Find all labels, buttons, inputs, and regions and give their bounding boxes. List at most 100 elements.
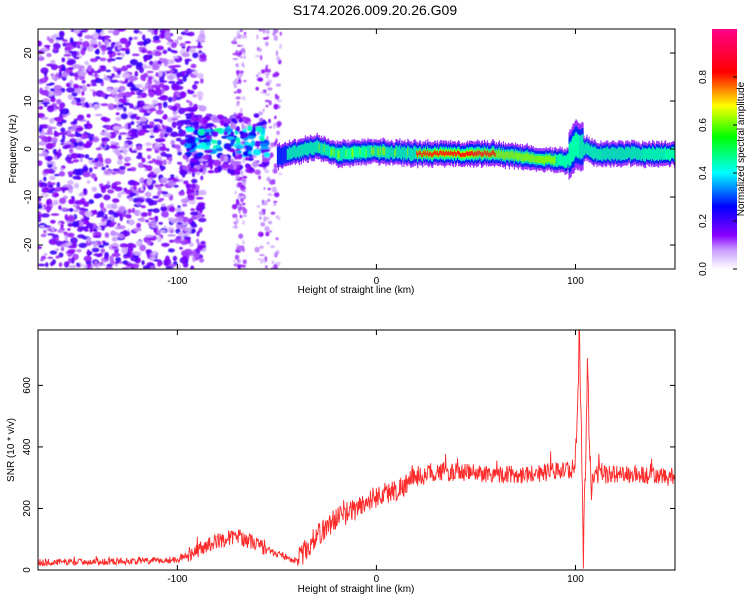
spectrogram-blob [104,158,112,165]
spectrogram-blob [61,57,66,63]
spectrogram-blob [70,257,75,264]
spectrogram-blob [161,116,168,120]
spectrogram-cell [665,146,667,160]
spectrogram-blob [38,153,47,157]
spectrogram-cell [451,151,453,156]
spectrogram-blob [98,42,102,48]
spectrogram-blob [38,126,43,133]
spectrogram-blob [274,71,279,78]
spectrogram-blob [269,179,275,185]
spectrogram-blob [253,113,260,118]
spectrogram-cell [497,150,499,158]
spectrogram-blob [130,133,139,139]
spectrogram-blob [196,152,204,157]
spectrogram-blob [245,145,253,152]
spectrogram-blob [124,78,129,84]
spectrogram-cell [453,151,455,157]
spectrogram-blob [53,85,63,90]
spectrogram-cell [491,150,494,155]
spectrogram-cell [411,147,413,161]
spectrogram-blob [83,201,90,207]
spectrogram-blob [88,199,94,205]
spectrogram-blob [140,205,146,209]
spectrogram-blob [47,90,54,97]
spectrogram-blob [162,101,168,108]
spectrogram-blob [161,210,169,218]
spectrogram-cell [404,145,406,159]
spectrogram-cell [387,146,389,159]
spectrogram-blob [50,97,56,103]
spectrogram-blob [115,107,122,111]
spectrogram-blob [205,115,210,120]
spectrogram-blob [158,83,165,88]
spectrogram-cell [334,147,336,158]
spectrogram-blob [237,264,241,269]
spectrogram-blob [242,64,245,68]
spectrogram-blob [106,219,111,225]
spectrogram-blob [136,155,143,160]
spectrogram-blob [129,59,139,66]
spectrogram-blob [51,259,57,265]
spectrogram-blob [147,154,151,160]
spectrogram-cell [612,146,614,160]
spectrogram-blob [119,132,128,135]
spectrogram-blob [130,121,135,125]
spectrogram-blob [234,254,240,260]
spectrogram-blob [266,135,269,141]
spectrogram-blob [77,70,87,77]
spectrogram-cell [323,144,325,153]
spectrogram-blob [80,48,86,56]
spectrogram-cell [638,147,640,161]
spectrogram-blob [49,117,55,124]
spectrogram-cell [624,149,626,161]
spectrogram-blob [52,47,58,52]
spectrogram-blob [172,115,182,119]
spectrogram-blob [174,85,184,90]
spectrogram-blob [265,104,269,108]
snr-xtick-label: 0 [374,574,380,585]
spectrogram-ytick-label: -10 [23,189,34,204]
spectrogram-blob [61,207,68,211]
spectrogram-blob [193,142,197,148]
spectrogram-cell [390,146,392,158]
spectrogram-blob [199,29,205,36]
spectrogram-cell [646,148,648,159]
spectrogram-blob [141,48,146,54]
spectrogram-blob [273,252,276,257]
spectrogram-blob [104,132,111,138]
spectrogram-blob [110,171,119,174]
spectrogram-blob [267,187,271,191]
spectrogram-blob [138,210,142,216]
spectrogram-cell [579,135,581,159]
spectrogram-blob [235,63,239,68]
spectrogram-blob [94,49,99,55]
spectrogram-blob [236,145,244,149]
spectrogram-cell [572,136,574,162]
spectrogram-cell [550,157,552,165]
spectrogram-cell [526,152,528,161]
spectrogram-blob [217,147,223,152]
spectrogram-blob [269,245,276,249]
spectrogram-blob [67,249,75,255]
spectrogram-blob [86,237,92,243]
spectrogram-blob [250,140,255,147]
spectrogram-cell [599,149,601,160]
spectrogram-cell [378,148,380,157]
spectrogram-blob [195,197,204,200]
spectrogram-blob [233,37,237,40]
spectrogram-cell [516,151,518,160]
spectrogram-blob [258,111,264,116]
spectrogram-blob [144,191,152,198]
spectrogram-cell [623,148,625,160]
spectrogram-blob [167,217,174,221]
spectrogram-cell [575,131,577,156]
spectrogram-cell [517,153,519,161]
spectrogram-blob [236,164,241,169]
spectrogram-cell [414,145,416,159]
spectrogram-cell [335,148,337,160]
spectrogram-cell [601,149,603,162]
spectrogram-cell [279,148,282,165]
spectrogram-blob [279,31,282,36]
spectrogram-blob [40,233,47,238]
spectrogram-blob [62,39,68,43]
